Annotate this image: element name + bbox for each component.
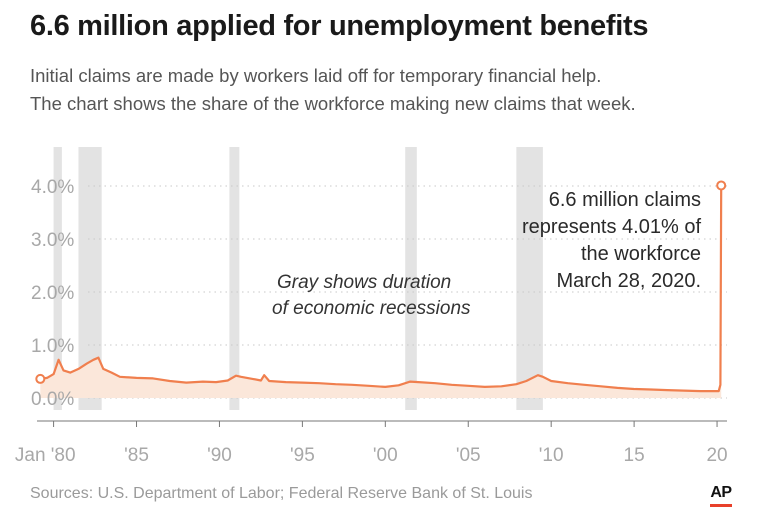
- series-area: [40, 185, 722, 398]
- x-tick-label: Jan '80: [15, 445, 76, 466]
- tick-labels: 0.0% 1.0% 2.0% 3.0% 4.0% Jan '80 '85 '90 '95 '00 '…: [15, 177, 728, 466]
- x-tick-label: '90: [207, 445, 232, 466]
- subtitle-line-1: Initial claims are made by workers laid …: [30, 65, 602, 86]
- y-tick-label: 4.0%: [31, 177, 74, 198]
- ap-logo: AP: [706, 484, 736, 512]
- x-tick-label: 15: [624, 445, 645, 466]
- chart-title: 6.6 million applied for unemployment ben…: [30, 10, 649, 42]
- recession-bands: [53, 147, 543, 410]
- x-tick-label: '10: [539, 445, 564, 466]
- chart-subtitle: Initial claims are made by workers laid …: [30, 62, 750, 118]
- y-tick-label: 2.0%: [31, 283, 74, 304]
- callout-line: March 28, 2020.: [556, 270, 701, 292]
- x-axis: [37, 420, 727, 427]
- callout-line: 6.6 million claims: [549, 189, 701, 211]
- source-note: Sources: U.S. Department of Labor; Feder…: [30, 485, 533, 502]
- y-tick-label: 0.0%: [31, 389, 74, 410]
- series-end-point: [716, 180, 727, 191]
- recession-band-1: [53, 147, 62, 410]
- series-line-path: [40, 185, 723, 393]
- x-tick-label: '05: [456, 445, 481, 466]
- callout-line: the workforce: [581, 243, 701, 265]
- recession-band-2: [78, 147, 102, 410]
- recession-band-4: [405, 147, 417, 410]
- subtitle-line-2: The chart shows the share of the workfor…: [30, 93, 636, 114]
- recession-note-line: of economic recessions: [272, 298, 471, 319]
- area-fill: [40, 185, 722, 398]
- callout-line: represents 4.01% of: [522, 216, 701, 238]
- x-tick-label: '95: [290, 445, 315, 466]
- annotations: 6.6 million claims represents 4.01% of the…: [272, 189, 701, 319]
- y-tick-label: 1.0%: [31, 336, 74, 357]
- ap-logo-bar: [710, 504, 732, 507]
- x-tick-label: '00: [373, 445, 398, 466]
- recession-band-5: [516, 147, 543, 410]
- ap-logo-text: AP: [710, 484, 732, 501]
- recession-note-line: Gray shows duration: [277, 272, 451, 293]
- y-tick-label: 3.0%: [31, 230, 74, 251]
- series-start-point: [35, 373, 46, 384]
- series-line: [35, 180, 727, 393]
- recession-band-3: [229, 147, 240, 410]
- x-tick-label: '85: [124, 445, 149, 466]
- x-tick-label: 20: [706, 445, 727, 466]
